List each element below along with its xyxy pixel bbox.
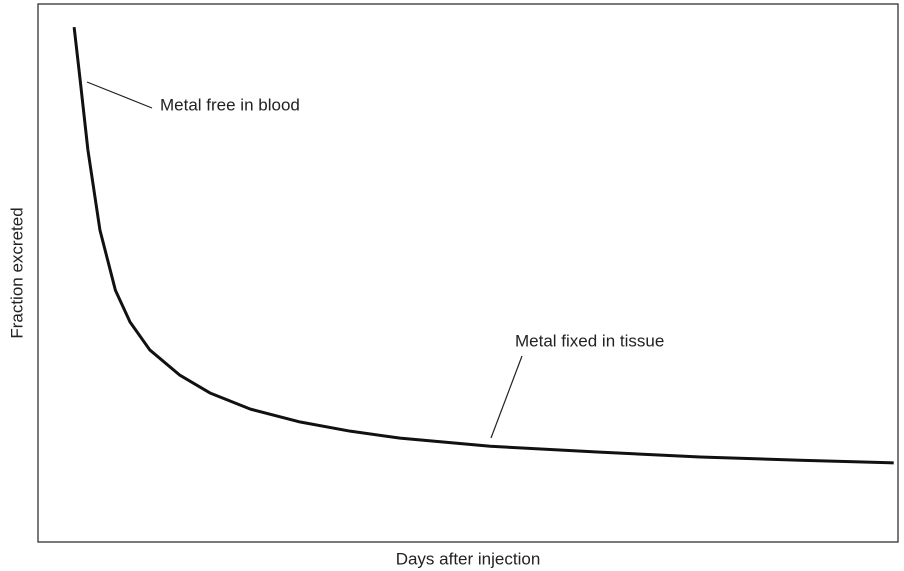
x-axis-label: Days after injection	[396, 549, 541, 568]
y-axis-label: Fraction excreted	[7, 207, 26, 338]
annotation: Metal fixed in tissue	[515, 331, 664, 350]
plot-frame	[37, 3, 899, 543]
annotation-leader	[490, 355, 523, 439]
data-line	[72, 26, 894, 465]
annotation-leader	[86, 81, 153, 109]
annotation: Metal free in blood	[160, 95, 300, 114]
